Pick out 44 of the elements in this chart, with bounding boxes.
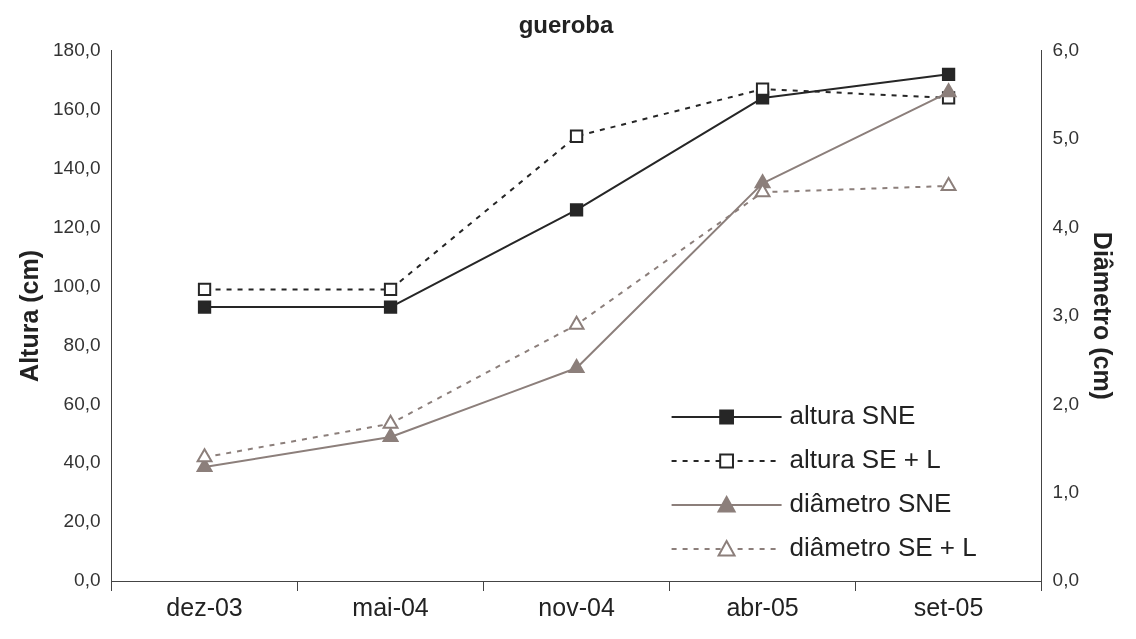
legend-label: altura SE + L	[789, 444, 941, 475]
y-tick-label: 40,0	[63, 451, 101, 473]
point	[569, 203, 584, 217]
legend-label: altura SNE	[789, 400, 916, 431]
x-tick-label: mai-04	[352, 592, 429, 621]
point	[197, 282, 212, 297]
y2-tick-label: 0,0	[1052, 569, 1080, 591]
y2-tick-label: 6,0	[1052, 39, 1080, 61]
y-tick-label: 20,0	[63, 510, 101, 532]
point	[383, 282, 398, 297]
point	[940, 83, 957, 98]
point	[755, 82, 770, 96]
point	[569, 129, 584, 143]
y-tick-label: 180,0	[53, 39, 101, 61]
y-tick-label: 140,0	[53, 156, 101, 178]
y-tick-label: 100,0	[53, 274, 101, 296]
point	[940, 177, 957, 191]
y-tick-label: 80,0	[63, 333, 101, 355]
point	[197, 300, 212, 314]
x-tick-label: nov-04	[538, 592, 615, 621]
x-tick-label: dez-03	[166, 592, 243, 621]
y2-tick-label: 4,0	[1052, 215, 1080, 237]
x-tick-label: abr-05	[726, 592, 799, 621]
y-tick-label: 60,0	[63, 392, 101, 414]
y2-axis-title: Diâmetro (cm)	[1089, 231, 1118, 400]
point	[382, 414, 399, 429]
legend-label: diâmetro SE + L	[789, 532, 977, 563]
x-tick-label: set-05	[913, 592, 984, 621]
point	[383, 300, 398, 314]
y-tick-label: 120,0	[53, 215, 101, 237]
point	[568, 359, 585, 374]
legend-label: diâmetro SNE	[789, 488, 952, 519]
y-tick-label: 0,0	[74, 569, 101, 591]
y2-tick-label: 3,0	[1052, 304, 1080, 326]
y-axis-title: Altura (cm)	[14, 249, 43, 382]
point	[196, 448, 213, 463]
y2-tick-label: 2,0	[1052, 392, 1080, 414]
y2-tick-label: 5,0	[1052, 127, 1080, 149]
point	[568, 315, 585, 330]
point	[941, 67, 956, 82]
point	[382, 427, 399, 442]
y2-tick-label: 1,0	[1052, 480, 1080, 502]
y-tick-label: 160,0	[53, 97, 101, 119]
chart-title: gueroba	[518, 11, 614, 39]
